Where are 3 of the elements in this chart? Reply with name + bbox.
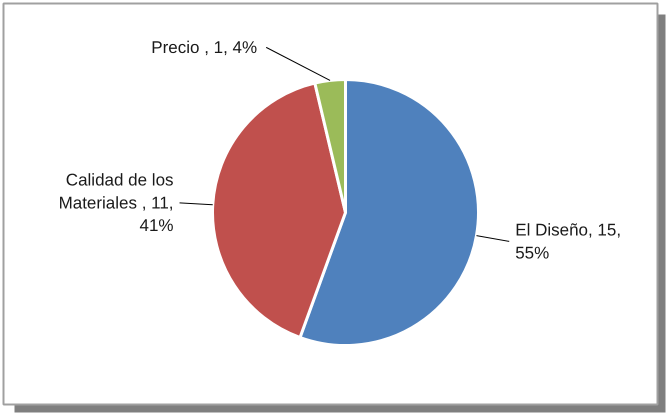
slice-label: El Diseño, 15, 55% xyxy=(515,220,622,262)
slice-label: Precio , 1, 4% xyxy=(151,38,258,57)
slice-label: Calidad de los Materiales , 11, 41% xyxy=(58,170,174,236)
